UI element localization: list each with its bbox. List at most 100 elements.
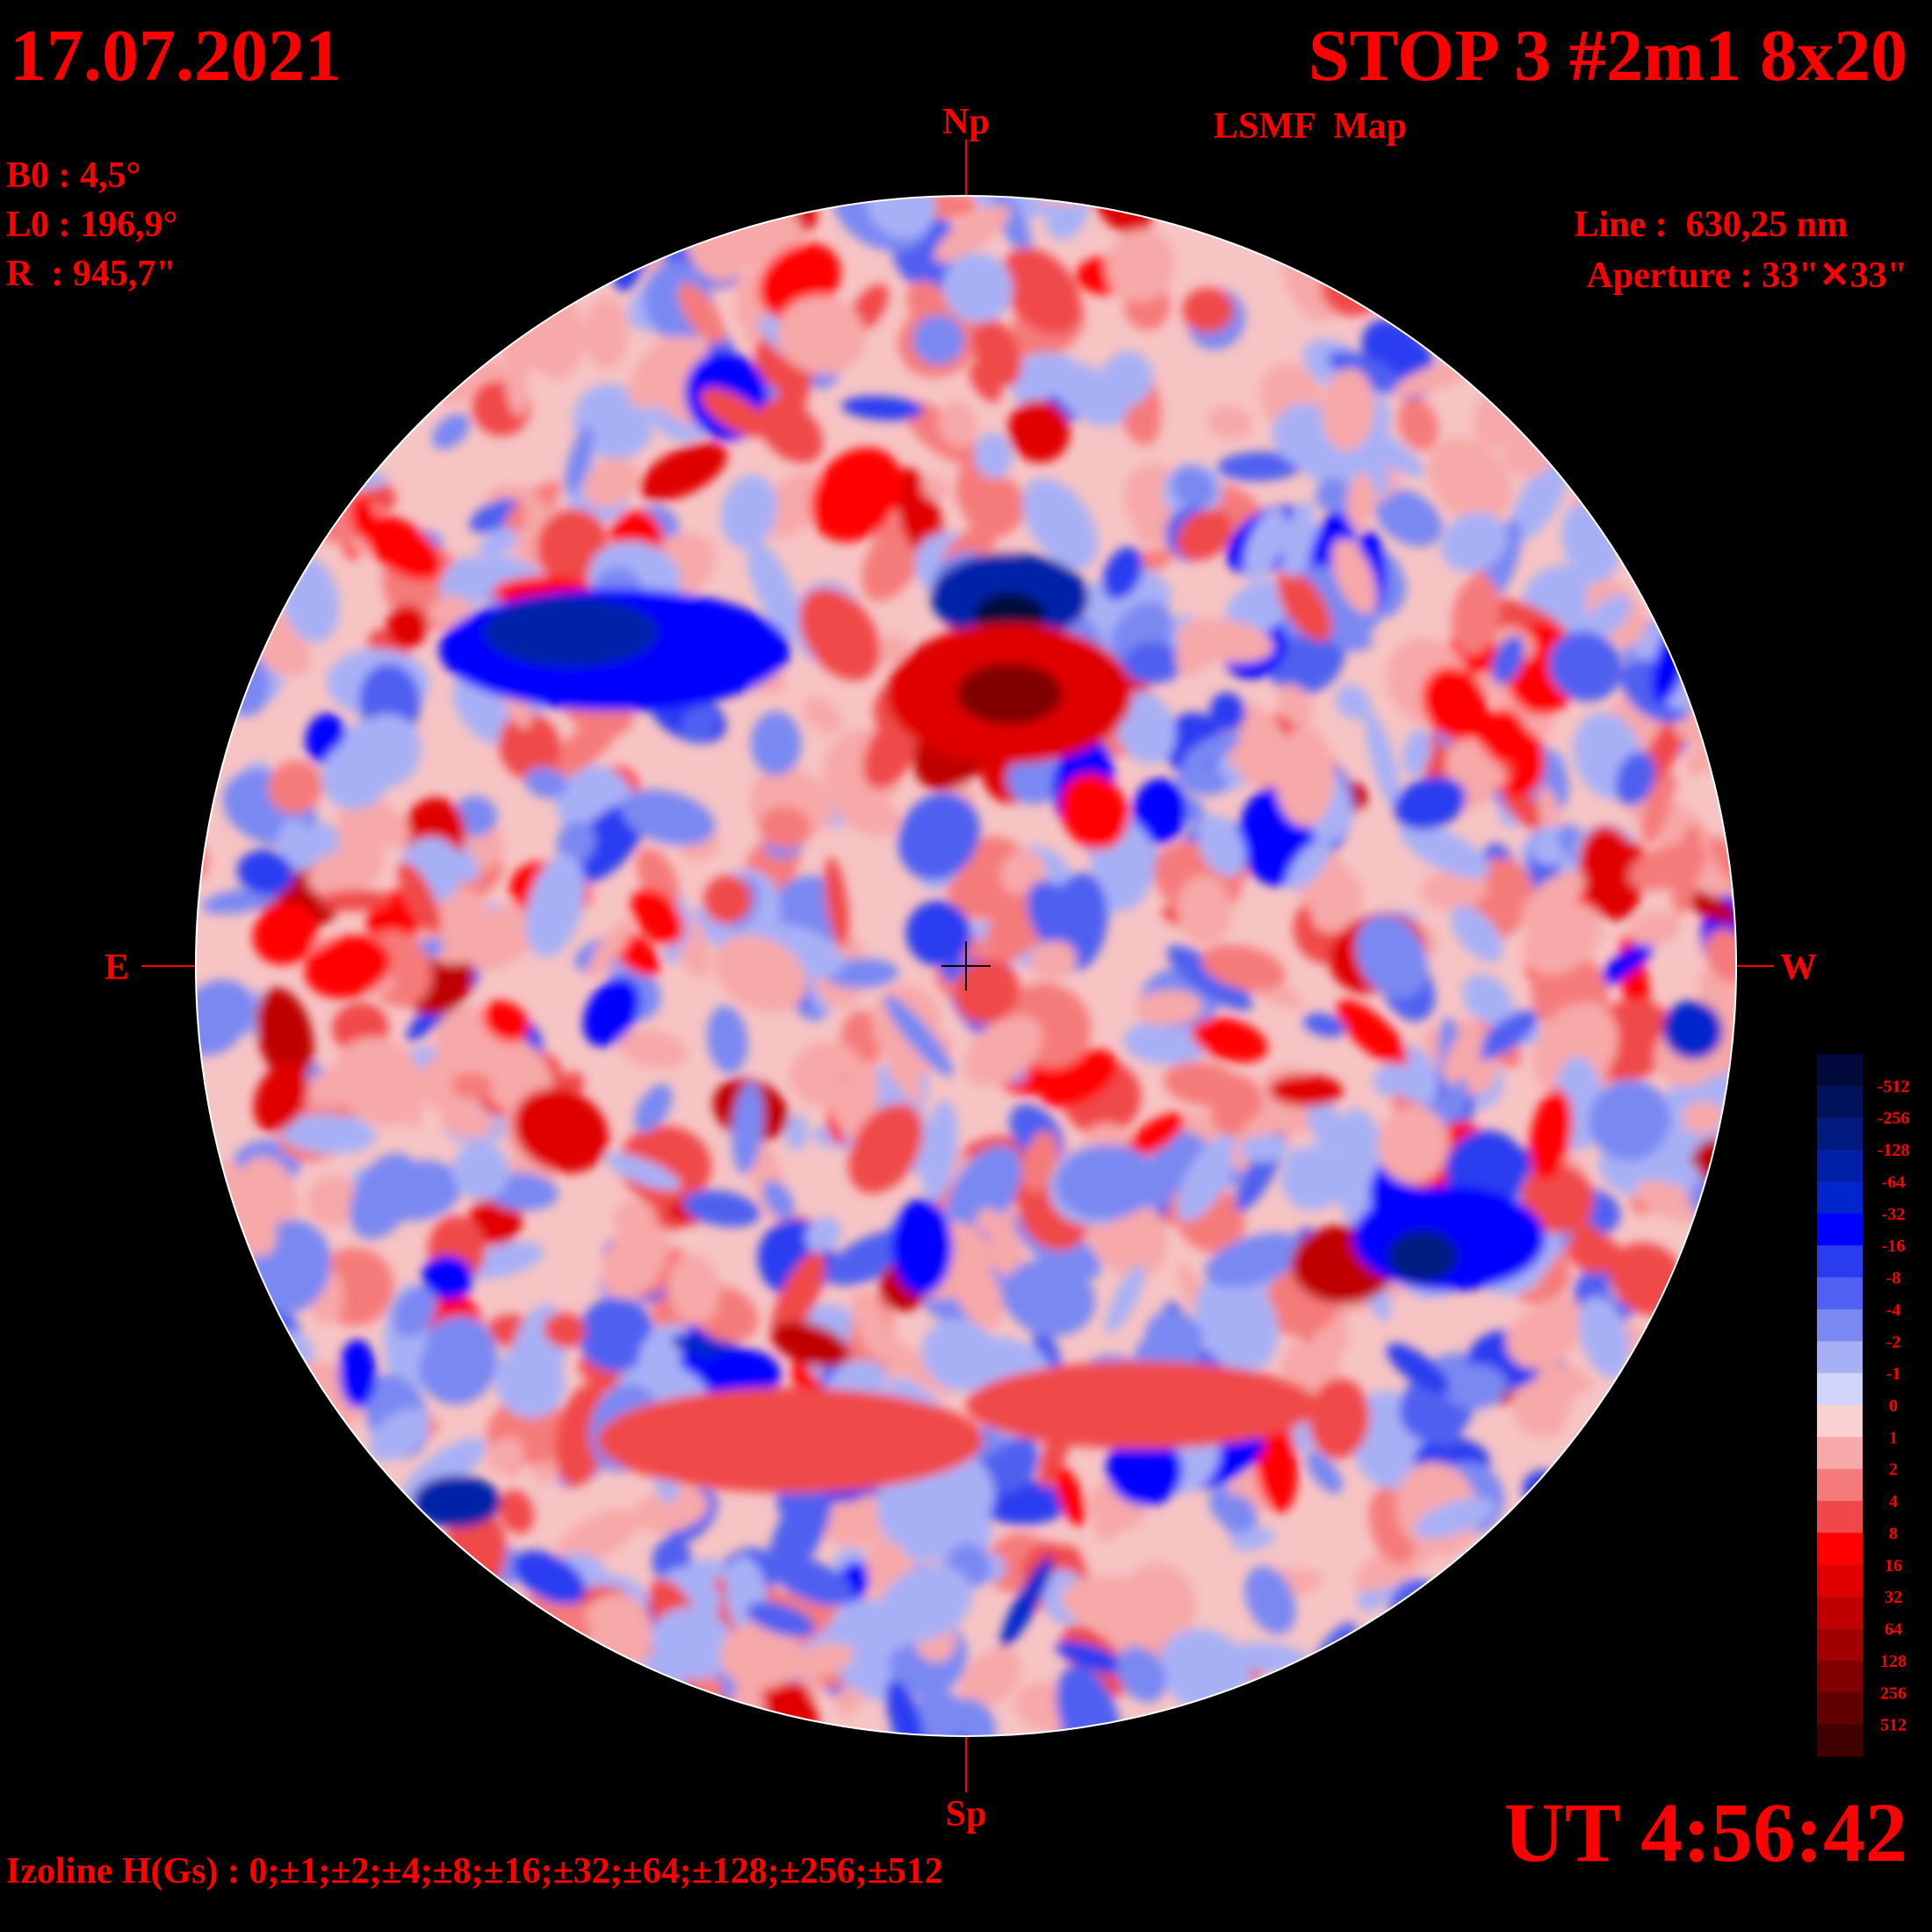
field-blob (934, 205, 1011, 263)
field-blob (878, 1565, 972, 1643)
field-blob (1567, 1232, 1623, 1273)
colorbar-segment (1817, 1692, 1863, 1726)
b0: B0 : 4,5° (6, 155, 141, 196)
field-blob (1280, 1145, 1345, 1211)
field-blob (703, 875, 753, 925)
field-blob (1355, 914, 1428, 999)
field-blob (1127, 1113, 1186, 1157)
north-label: Np (942, 102, 990, 142)
field-blob (1452, 575, 1501, 655)
field-blob (1483, 518, 1522, 602)
field-blob (398, 861, 442, 934)
field-blob (565, 426, 595, 494)
field-blob (1331, 538, 1378, 615)
field-blob (759, 806, 811, 849)
field-blob (1374, 488, 1443, 547)
field-feature (891, 1199, 953, 1295)
field-blob (268, 760, 323, 814)
field-blob (1451, 905, 1503, 962)
colorbar-label: -8 (1886, 1269, 1901, 1288)
colorbar-label: -16 (1882, 1236, 1906, 1256)
field-blob (1240, 1135, 1288, 1163)
field-blob (1106, 1433, 1183, 1506)
field-blob (1133, 778, 1187, 844)
field-blob (431, 413, 470, 450)
field-blob (1468, 463, 1508, 501)
field-blob (1705, 928, 1736, 983)
colorbar-label: -512 (1878, 1077, 1910, 1096)
field-blob (1589, 1079, 1671, 1161)
field-blob (758, 399, 824, 464)
field-blob (277, 819, 316, 872)
field-blob (1004, 1258, 1096, 1337)
field-blob (619, 1125, 712, 1205)
field-blob (1443, 1025, 1484, 1085)
colorbar-segment (1817, 1405, 1863, 1438)
field-blob (303, 1062, 384, 1107)
east-label: E (105, 948, 129, 988)
field-blob (651, 1607, 734, 1680)
field-blob (1209, 692, 1246, 732)
title: STOP 3 #2m1 8x20 (1308, 15, 1907, 97)
field-blob (417, 1316, 498, 1405)
field-blob (1442, 1364, 1508, 1409)
field-blob (1182, 732, 1241, 768)
field-blob (482, 1000, 530, 1043)
field-blob (256, 987, 314, 1083)
field-blob (922, 475, 949, 501)
colorbar-segment (1817, 1532, 1863, 1566)
field-blob (1230, 1528, 1276, 1552)
field-blob (1056, 1640, 1128, 1675)
field-blob (955, 1698, 997, 1736)
field-blob (362, 515, 443, 581)
field-blob (601, 1221, 669, 1300)
field-blob (1277, 570, 1332, 642)
field-blob (707, 1006, 748, 1074)
field-blob (304, 935, 392, 998)
colorbar-segment (1817, 1341, 1863, 1374)
field-blob (1307, 1092, 1344, 1154)
field-blob (921, 1318, 998, 1392)
colorbar-label: 256 (1880, 1683, 1907, 1703)
field-blob (1244, 1566, 1296, 1634)
colorbar-label: 64 (1885, 1620, 1902, 1640)
field-blob (1387, 1343, 1450, 1394)
field-blob (393, 1286, 436, 1338)
field-blob (947, 1145, 1022, 1236)
field-blob (1268, 1074, 1344, 1107)
field-blob (1475, 1010, 1538, 1060)
field-blob (494, 1345, 566, 1419)
field-blob (1682, 1101, 1725, 1135)
field-feature (483, 597, 659, 667)
field-blob (604, 1152, 681, 1191)
field-blob (1001, 248, 1082, 335)
colorbar-segment (1817, 1085, 1863, 1119)
colorbar-segment (1817, 1277, 1863, 1310)
field-blob (898, 792, 980, 881)
field-blob (1327, 350, 1404, 393)
center-cross (941, 941, 991, 991)
field-blob (959, 1648, 1022, 1710)
field-blob (556, 821, 596, 863)
colorbar-segment (1817, 1245, 1863, 1279)
field-blob (984, 892, 1041, 956)
colorbar-label: -32 (1882, 1205, 1906, 1224)
field-blob (851, 1289, 894, 1362)
field-blob (1641, 768, 1674, 845)
field-feature (1388, 1229, 1458, 1282)
field-blob (1207, 405, 1253, 440)
field-blob (350, 1152, 418, 1240)
field-blob (885, 1679, 926, 1736)
field-blob (1276, 683, 1314, 726)
field-blob (1422, 667, 1489, 741)
colorbar-segment (1817, 1501, 1863, 1533)
field-blob (834, 1686, 862, 1715)
field-blob (544, 1312, 586, 1348)
field-feature (957, 663, 1063, 724)
field-blob (1413, 1497, 1496, 1539)
field-blob (1006, 752, 1063, 804)
field-blob (720, 474, 777, 549)
field-blob (252, 902, 319, 965)
field-feature (1352, 1186, 1546, 1291)
field-blob (768, 1483, 833, 1579)
